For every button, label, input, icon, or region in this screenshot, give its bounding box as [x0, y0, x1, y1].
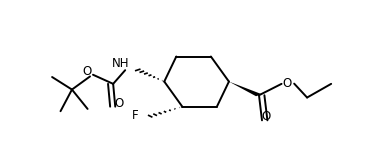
- Text: O: O: [114, 97, 123, 110]
- Text: O: O: [283, 77, 292, 90]
- Text: F: F: [132, 109, 138, 122]
- Text: O: O: [82, 65, 92, 78]
- Polygon shape: [229, 82, 262, 96]
- Text: O: O: [261, 110, 270, 123]
- Text: NH: NH: [112, 57, 129, 70]
